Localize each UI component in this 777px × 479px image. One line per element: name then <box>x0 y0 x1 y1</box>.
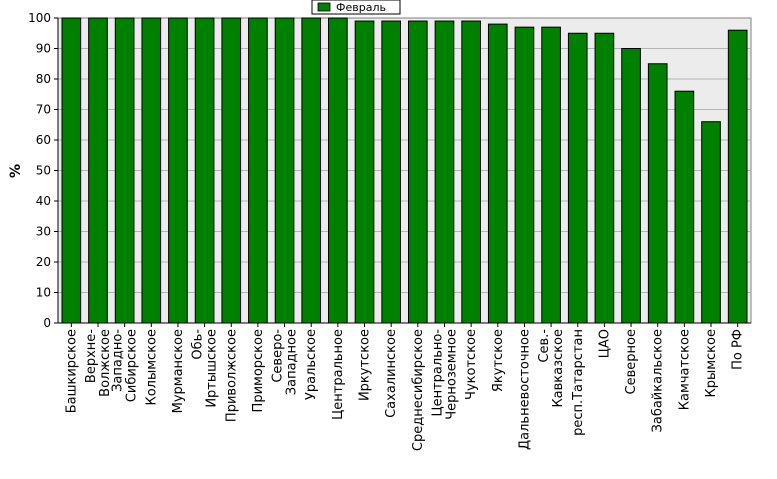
x-tick-label: Мурманское <box>171 329 186 413</box>
bar <box>301 17 322 324</box>
y-tick-label: 40 <box>36 194 51 208</box>
x-tick-label: Приволжское <box>224 329 239 422</box>
bar <box>274 17 295 324</box>
x-tick-label: Дальневосточное <box>517 329 532 450</box>
x-tick-label: Камчатское <box>677 329 692 410</box>
x-tick-label: Северо-Западное <box>271 329 300 396</box>
y-axis-label: % <box>8 164 24 178</box>
bar <box>701 121 721 324</box>
bar <box>248 17 268 324</box>
x-tick-label: Якутское <box>491 329 506 392</box>
bar <box>168 17 188 324</box>
bar <box>727 29 748 324</box>
x-tick-label: По РФ <box>731 329 746 370</box>
y-axis-ticks: 0 10 20 30 40 50 60 70 80 90 100 <box>28 11 58 330</box>
bar <box>194 17 215 324</box>
y-tick-label: 10 <box>36 286 51 300</box>
y-tick-label: 60 <box>36 133 51 147</box>
x-tick-label: Сев.-Кавказское <box>537 329 566 408</box>
y-tick-label: 30 <box>36 225 51 239</box>
x-tick-label: респ.Татарстан <box>571 329 586 436</box>
x-tick-label: Забайкальское <box>651 329 666 432</box>
x-tick-label: Сахалинское <box>384 329 399 418</box>
bar <box>141 17 162 324</box>
bar <box>567 32 588 324</box>
bar <box>407 20 428 324</box>
bar <box>354 20 375 324</box>
x-tick-label: Обь-Иртышское <box>191 329 220 408</box>
y-tick-label: 50 <box>36 164 51 178</box>
bar <box>61 17 82 324</box>
bar <box>88 17 108 324</box>
bar <box>647 63 668 324</box>
legend-swatch <box>317 2 331 12</box>
bar <box>221 17 242 324</box>
x-tick-label: Чукотское <box>464 329 479 400</box>
y-tick-label: 0 <box>43 316 51 330</box>
x-tick-label: Центрально-Черноземное <box>430 329 459 420</box>
bar <box>621 48 641 324</box>
bar <box>487 23 508 324</box>
x-tick-label: Колымское <box>144 329 159 406</box>
y-tick-label: 90 <box>36 42 51 56</box>
bar <box>461 20 481 324</box>
bar <box>594 32 615 324</box>
legend: Февраль <box>311 0 401 15</box>
bar <box>434 20 455 324</box>
bar <box>381 20 402 324</box>
x-tick-label: ЦАО <box>597 329 612 358</box>
x-tick-label: Среднесибирское <box>411 329 426 451</box>
bar <box>674 90 695 324</box>
x-tick-label: Башкирское <box>64 329 79 413</box>
x-tick-label: Центральное <box>331 329 346 420</box>
x-tick-label: Уральское <box>304 329 319 400</box>
y-tick-label: 20 <box>36 255 51 269</box>
x-tick-label: Приморское <box>251 329 266 412</box>
x-tick-label: Западно-Сибирское <box>111 329 140 403</box>
bars <box>61 17 748 324</box>
legend-label: Февраль <box>336 1 386 14</box>
legend-box <box>311 0 401 15</box>
y-tick-label: 100 <box>28 11 51 25</box>
bar <box>541 26 561 324</box>
y-tick-label: 70 <box>36 103 51 117</box>
bar <box>328 17 348 324</box>
x-axis-ticks: Башкирское Верхне-ВолжскоеЗападно-Сибирск… <box>64 323 746 451</box>
x-tick-label: Верхне-Волжское <box>84 329 113 397</box>
y-tick-label: 80 <box>36 72 51 86</box>
x-tick-label: Северное <box>624 329 639 394</box>
bar <box>514 26 535 324</box>
bar <box>114 17 135 324</box>
x-tick-label: Иркутское <box>358 329 373 401</box>
x-tick-label: Крымское <box>704 329 719 398</box>
